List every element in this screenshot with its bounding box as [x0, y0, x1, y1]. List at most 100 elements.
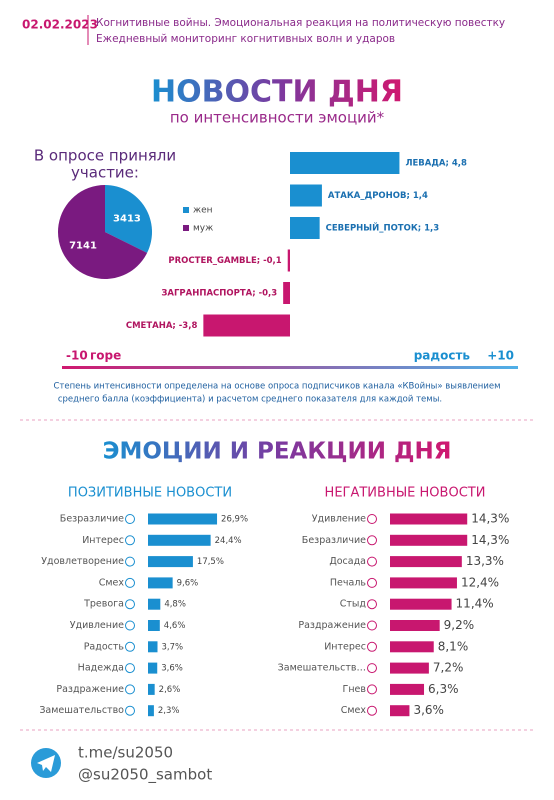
bar	[148, 598, 161, 610]
category-label: Интерес	[82, 535, 124, 546]
value-label: 14,3%	[471, 533, 509, 547]
bar	[287, 249, 290, 272]
value-label: 9,2%	[444, 618, 475, 632]
emoji-icon	[367, 514, 377, 524]
value-label: 7,2%	[433, 661, 464, 675]
header-line: Когнитивные войны. Эмоциональная реакция…	[96, 17, 505, 29]
emoji-icon	[125, 535, 135, 546]
bar	[290, 184, 322, 207]
value-label: 9,6%	[177, 578, 199, 588]
link[interactable]: t.me/su2050	[78, 744, 173, 762]
category-label: Удовлетворение	[41, 556, 124, 567]
category-label: Удивление	[312, 514, 366, 525]
emoji-icon	[125, 620, 135, 631]
bar	[390, 620, 440, 631]
slice-label: 7141	[69, 241, 97, 252]
bar	[148, 705, 154, 717]
bar	[148, 620, 160, 631]
bar	[148, 577, 173, 589]
link[interactable]: @su2050_sambot	[78, 766, 212, 785]
bar-label: АТАКА_ДРОНОВ; 1,4	[328, 191, 428, 201]
value-label: 4,6%	[164, 621, 186, 631]
value-label: 26,9%	[221, 515, 248, 525]
value-label: 4,8%	[164, 600, 186, 610]
bar-label: СМЕТАНА; -3,8	[126, 321, 198, 331]
scale-bar	[62, 366, 518, 369]
emoji-icon	[125, 556, 135, 567]
note: Степень интенсивности определена на осно…	[53, 382, 500, 392]
value-label: 14,3%	[471, 512, 509, 526]
bar	[148, 534, 211, 546]
emoji-icon	[125, 663, 135, 674]
telegram-plane	[37, 755, 55, 772]
bar	[390, 662, 429, 674]
emoji-icon	[367, 620, 377, 631]
emoji-icon	[367, 556, 377, 567]
category-label: Стыд	[340, 599, 367, 610]
value-label: 2,6%	[159, 685, 181, 695]
section-title: ЭМОЦИИ И РЕАКЦИИ ДНЯ	[103, 439, 452, 465]
scale-tick-label: -10	[66, 349, 88, 363]
category-label: Тревога	[83, 599, 124, 610]
emoji-icon	[367, 663, 377, 674]
pie-title: участие:	[71, 164, 139, 182]
scale-low-label: горе	[90, 349, 121, 363]
bar	[148, 662, 158, 674]
value-label: 24,4%	[215, 536, 242, 546]
category-label: Гнев	[343, 684, 367, 695]
bar	[390, 556, 462, 568]
emoji-icon	[367, 599, 377, 610]
bar	[390, 598, 452, 610]
note: среднего балла (коэффициента) и расчетом…	[58, 395, 442, 405]
bar	[203, 314, 290, 337]
scale-high-label: радость	[414, 349, 471, 363]
value-label: 3,7%	[161, 642, 183, 652]
emoji-icon	[125, 684, 135, 695]
category-label: Замешательство	[39, 705, 124, 716]
pie-title: В опросе приняли	[34, 147, 176, 165]
category-label: Раздражение	[56, 684, 124, 695]
category-label: Надежда	[78, 663, 124, 674]
category-label: Радость	[84, 641, 125, 652]
emoji-icon	[367, 684, 377, 695]
bar	[148, 556, 193, 568]
bar-label: ЛЕВАДА; 4,8	[405, 159, 467, 169]
bar	[390, 577, 457, 589]
category-label: Интерес	[324, 641, 366, 652]
value-label: 17,5%	[197, 557, 224, 567]
category-label: Смех	[99, 577, 125, 588]
bar	[148, 683, 155, 695]
legend-label: муж	[193, 224, 213, 234]
emoji-icon	[125, 577, 135, 588]
value-label: 13,3%	[466, 554, 504, 568]
emoji-icon	[367, 705, 377, 716]
pie-slice	[105, 185, 153, 253]
category-label: Печаль	[330, 577, 366, 588]
bar	[290, 217, 320, 239]
subtitle: по интенсивности эмоций*	[170, 109, 385, 127]
category-label: Безразличие	[60, 514, 124, 525]
emoji-icon	[125, 705, 135, 716]
bar-label: СЕВЕРНЫЙ_ПОТОК; 1,3	[326, 222, 440, 234]
bar	[390, 683, 425, 695]
column-title: ПОЗИТИВНЫЕ НОВОСТИ	[68, 486, 232, 501]
header-line: Ежедневный мониторинг когнитивных волн и…	[96, 33, 395, 45]
value-label: 3,6%	[161, 664, 183, 674]
emoji-icon	[125, 599, 135, 610]
category-label: Безразличие	[302, 535, 366, 546]
category-label: Раздражение	[298, 620, 366, 631]
legend-label: жен	[193, 206, 213, 216]
value-label: 3,6%	[413, 703, 444, 717]
value-label: 2,3%	[158, 706, 180, 716]
title: НОВОСТИ ДНЯ	[151, 75, 403, 110]
category-label: Смех	[341, 705, 367, 716]
emoji-icon	[367, 641, 377, 652]
pie-slice	[58, 185, 148, 279]
emoji-icon	[125, 514, 135, 524]
bar	[390, 705, 410, 717]
bar	[290, 152, 400, 174]
bar	[390, 513, 468, 525]
slice-label: 3413	[113, 213, 141, 224]
bar-label: ЗАГРАНПАСПОРТА; -0,3	[161, 289, 277, 299]
